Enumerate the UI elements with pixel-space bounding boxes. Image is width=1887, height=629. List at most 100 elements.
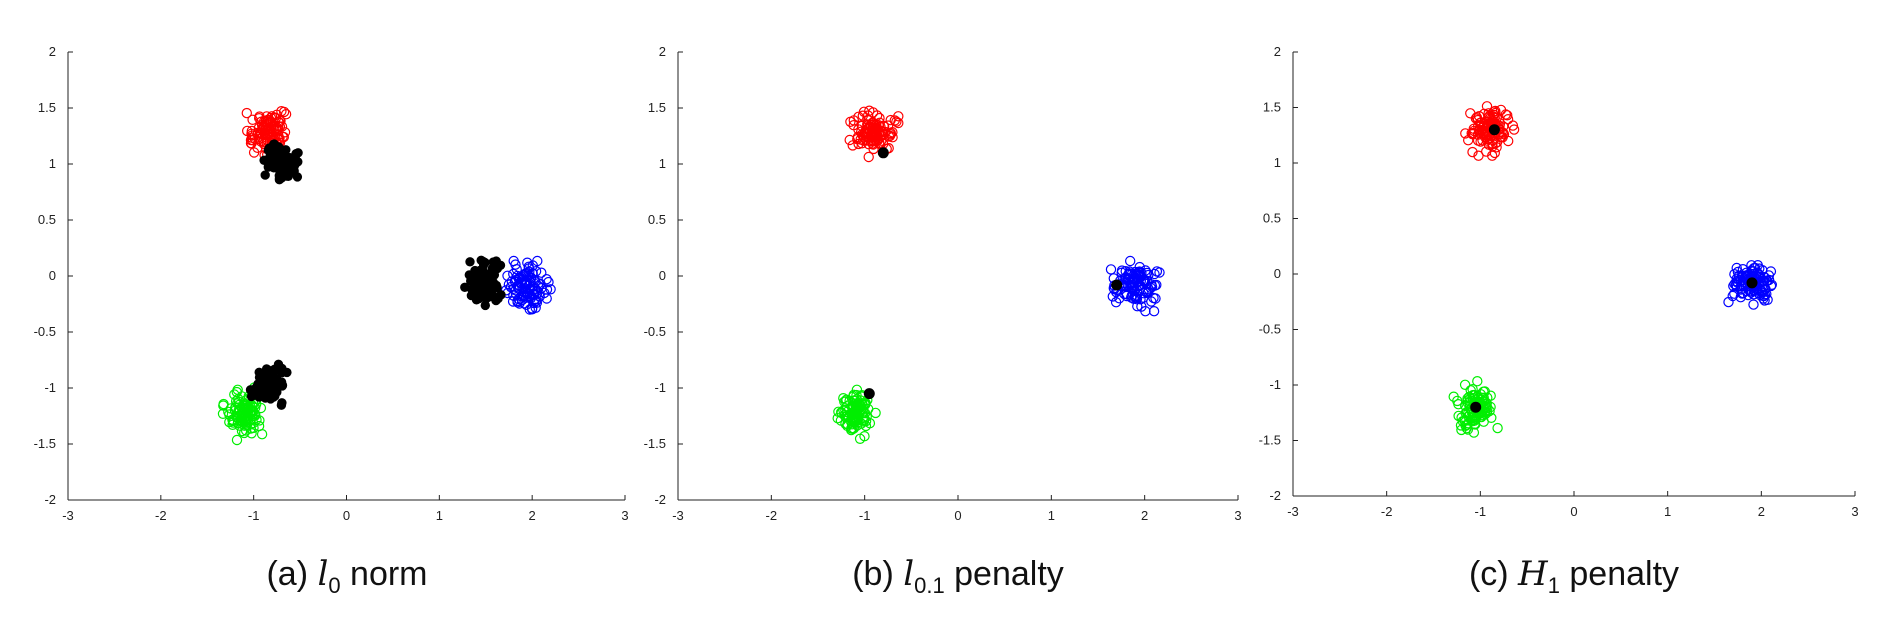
- caption-subscript: 1: [1548, 573, 1560, 598]
- data-point: [1763, 270, 1775, 281]
- data-point: [283, 171, 293, 182]
- y-tick-label: 0: [49, 268, 56, 283]
- data-point: [847, 140, 858, 151]
- y-tick-label: 1.5: [1263, 100, 1281, 115]
- data-point: [1474, 127, 1485, 139]
- data-point: [280, 156, 290, 167]
- data-point: [1467, 128, 1478, 140]
- data-point: [224, 409, 235, 420]
- data-point: [508, 290, 519, 301]
- data-point: [531, 288, 543, 299]
- data-point: [460, 282, 470, 292]
- center-point: [863, 388, 875, 400]
- data-point: [1460, 128, 1471, 139]
- data-point: [532, 255, 543, 267]
- x-tick-label: -1: [859, 508, 871, 523]
- caption-prefix: (c): [1469, 555, 1518, 593]
- data-point: [1129, 291, 1141, 302]
- x-tick-label: 1: [1664, 504, 1671, 519]
- data-point: [270, 123, 282, 135]
- x-tick-label: -2: [155, 508, 167, 523]
- x-tick-label: -3: [62, 508, 74, 523]
- y-tick-label: 2: [659, 44, 666, 59]
- data-point: [893, 117, 904, 129]
- data-point: [241, 107, 252, 119]
- data-point: [1729, 269, 1740, 280]
- data-point: [466, 290, 477, 301]
- data-point: [1105, 264, 1117, 275]
- data-point: [862, 120, 874, 131]
- data-point: [1122, 273, 1134, 284]
- data-point: [1491, 112, 1502, 124]
- data-point: [535, 278, 546, 290]
- data-point: [1129, 285, 1140, 296]
- data-point: [480, 257, 490, 268]
- data-point: [541, 274, 552, 285]
- data-point: [541, 293, 552, 304]
- data-point: [1483, 108, 1494, 119]
- data-point: [502, 270, 513, 281]
- data-point: [1723, 296, 1734, 308]
- data-point: [851, 389, 862, 401]
- caption-math-symbol: H: [1517, 554, 1549, 594]
- data-point: [507, 296, 519, 307]
- panel-3: -2-1.5-1-0.500.511.52-3 -2 -1 0 1 2 3(c) H1 pe…: [1259, 44, 1859, 598]
- data-point: [539, 287, 550, 299]
- data-point: [266, 143, 276, 154]
- data-point: [1462, 395, 1474, 406]
- panel-caption: (b) l0.1 penalty: [852, 554, 1064, 598]
- data-point: [869, 128, 881, 140]
- data-point: [1465, 108, 1476, 119]
- x-tick-label: 3: [621, 508, 628, 523]
- y-tick-label: -0.5: [1259, 322, 1281, 337]
- data-point: [231, 434, 243, 446]
- data-point: [465, 257, 475, 267]
- data-point: [1492, 422, 1503, 434]
- panel-caption: (c) H1 penalty: [1469, 554, 1679, 598]
- x-tick-label: 3: [1851, 504, 1858, 519]
- data-point: [1746, 265, 1757, 276]
- data-point: [277, 381, 287, 391]
- data-point: [1135, 294, 1146, 305]
- data-point: [1136, 301, 1147, 312]
- data-point: [876, 135, 887, 146]
- data-point: [477, 284, 488, 294]
- caption-math-symbol: l: [317, 554, 328, 594]
- data-point: [543, 276, 554, 288]
- data-point: [1508, 124, 1520, 135]
- x-tick-label: -2: [766, 508, 778, 523]
- data-point: [536, 267, 547, 278]
- data-point: [253, 379, 263, 389]
- data-point: [850, 406, 861, 417]
- data-point: [1452, 395, 1463, 407]
- data-point: [516, 291, 527, 302]
- data-point: [241, 125, 253, 137]
- data-point: [838, 393, 849, 404]
- x-tick-label: -2: [1381, 504, 1393, 519]
- data-point: [1472, 114, 1484, 126]
- caption-subscript: 0: [328, 573, 340, 598]
- series-5: [460, 255, 506, 311]
- data-point: [524, 304, 536, 315]
- data-point: [1481, 101, 1493, 112]
- data-point: [524, 266, 535, 277]
- data-point: [480, 300, 490, 311]
- data-point: [1485, 401, 1496, 413]
- data-point: [1453, 410, 1464, 422]
- caption-math-symbol: l: [903, 554, 914, 594]
- caption-suffix: penalty: [945, 555, 1064, 593]
- panel-caption: (a) l0 norm: [266, 554, 427, 598]
- data-point: [1748, 299, 1759, 310]
- data-point: [530, 302, 541, 313]
- data-point: [256, 429, 268, 440]
- y-tick-label: -2: [1269, 488, 1281, 503]
- data-point: [842, 410, 853, 421]
- data-point: [1486, 150, 1498, 161]
- data-point: [1731, 276, 1743, 287]
- data-point: [1124, 255, 1136, 267]
- data-point: [1759, 289, 1771, 300]
- data-point: [217, 408, 229, 419]
- data-point: [525, 272, 537, 283]
- y-tick-label: 1.5: [38, 100, 56, 115]
- center-point: [1488, 124, 1500, 136]
